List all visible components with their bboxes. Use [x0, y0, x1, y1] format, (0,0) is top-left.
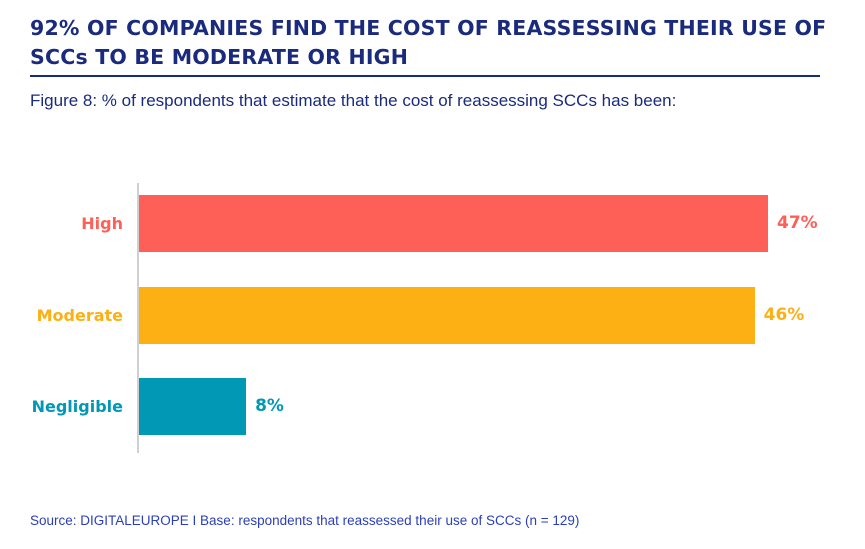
bar-high	[139, 195, 768, 252]
value-label-moderate: 46%	[763, 304, 805, 325]
category-label-negligible: Negligible	[31, 396, 123, 416]
bar-moderate	[139, 287, 755, 344]
figure-caption: Figure 8: % of respondents that estimate…	[30, 91, 677, 110]
value-label-negligible: 8%	[255, 395, 284, 416]
chart-title: 92% OF COMPANIES FIND THE COST OF REASSE…	[30, 16, 827, 69]
source-note: Source: DIGITALEUROPE I Base: respondent…	[30, 513, 580, 528]
category-label-moderate: Moderate	[36, 305, 123, 325]
value-label-high: 47%	[777, 212, 818, 233]
bar-negligible	[139, 378, 247, 435]
category-label-high: High	[81, 213, 123, 233]
title-divider	[30, 75, 820, 77]
y-axis-line	[137, 183, 139, 453]
